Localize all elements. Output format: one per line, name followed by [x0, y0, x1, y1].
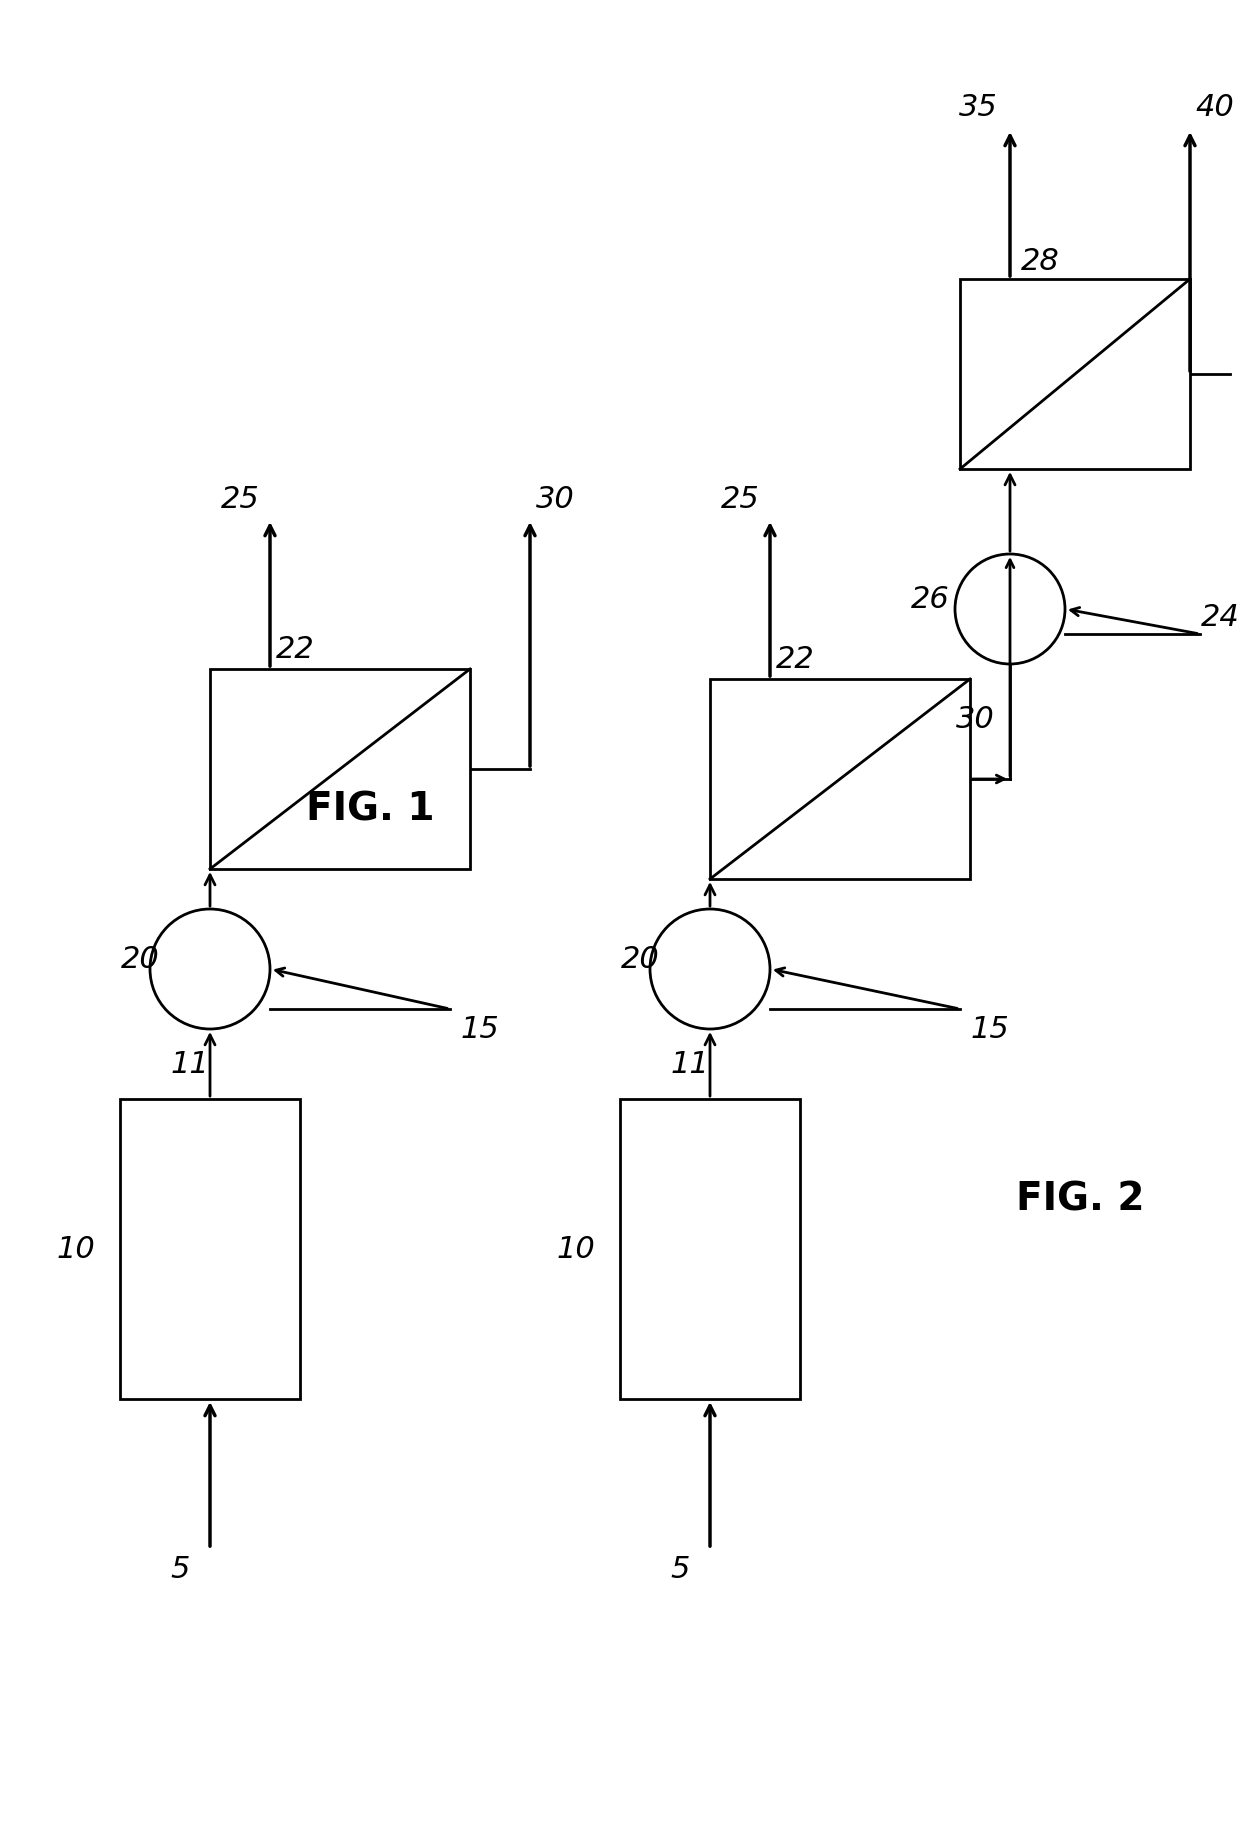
Bar	[120, 1099, 300, 1400]
Bar	[620, 1099, 800, 1400]
Text: 40: 40	[1195, 93, 1234, 122]
Text: 25: 25	[720, 485, 759, 514]
Text: 15: 15	[971, 1015, 1009, 1045]
Text: 30: 30	[956, 706, 994, 735]
Text: 10: 10	[56, 1234, 95, 1263]
Text: 15: 15	[460, 1015, 500, 1045]
Text: FIG. 1: FIG. 1	[306, 791, 434, 828]
Text: 20: 20	[621, 944, 660, 973]
Text: 22: 22	[275, 634, 315, 664]
Text: 26: 26	[910, 585, 950, 614]
Bar	[960, 281, 1190, 470]
Text: 11: 11	[671, 1050, 709, 1079]
Text: 11: 11	[171, 1050, 210, 1079]
Text: 22: 22	[776, 645, 815, 675]
Text: 5: 5	[671, 1555, 689, 1584]
Text: 35: 35	[959, 93, 997, 122]
Text: 25: 25	[221, 485, 259, 514]
Circle shape	[955, 554, 1065, 665]
Text: FIG. 2: FIG. 2	[1016, 1179, 1145, 1218]
Text: 5: 5	[170, 1555, 190, 1584]
Text: 20: 20	[120, 944, 160, 973]
Circle shape	[150, 910, 270, 1030]
Text: 30: 30	[536, 485, 574, 514]
Circle shape	[650, 910, 770, 1030]
Text: 24: 24	[1200, 603, 1239, 633]
Text: 28: 28	[1021, 248, 1059, 277]
Bar	[210, 669, 470, 870]
Bar	[711, 680, 970, 879]
Text: 10: 10	[557, 1234, 595, 1263]
